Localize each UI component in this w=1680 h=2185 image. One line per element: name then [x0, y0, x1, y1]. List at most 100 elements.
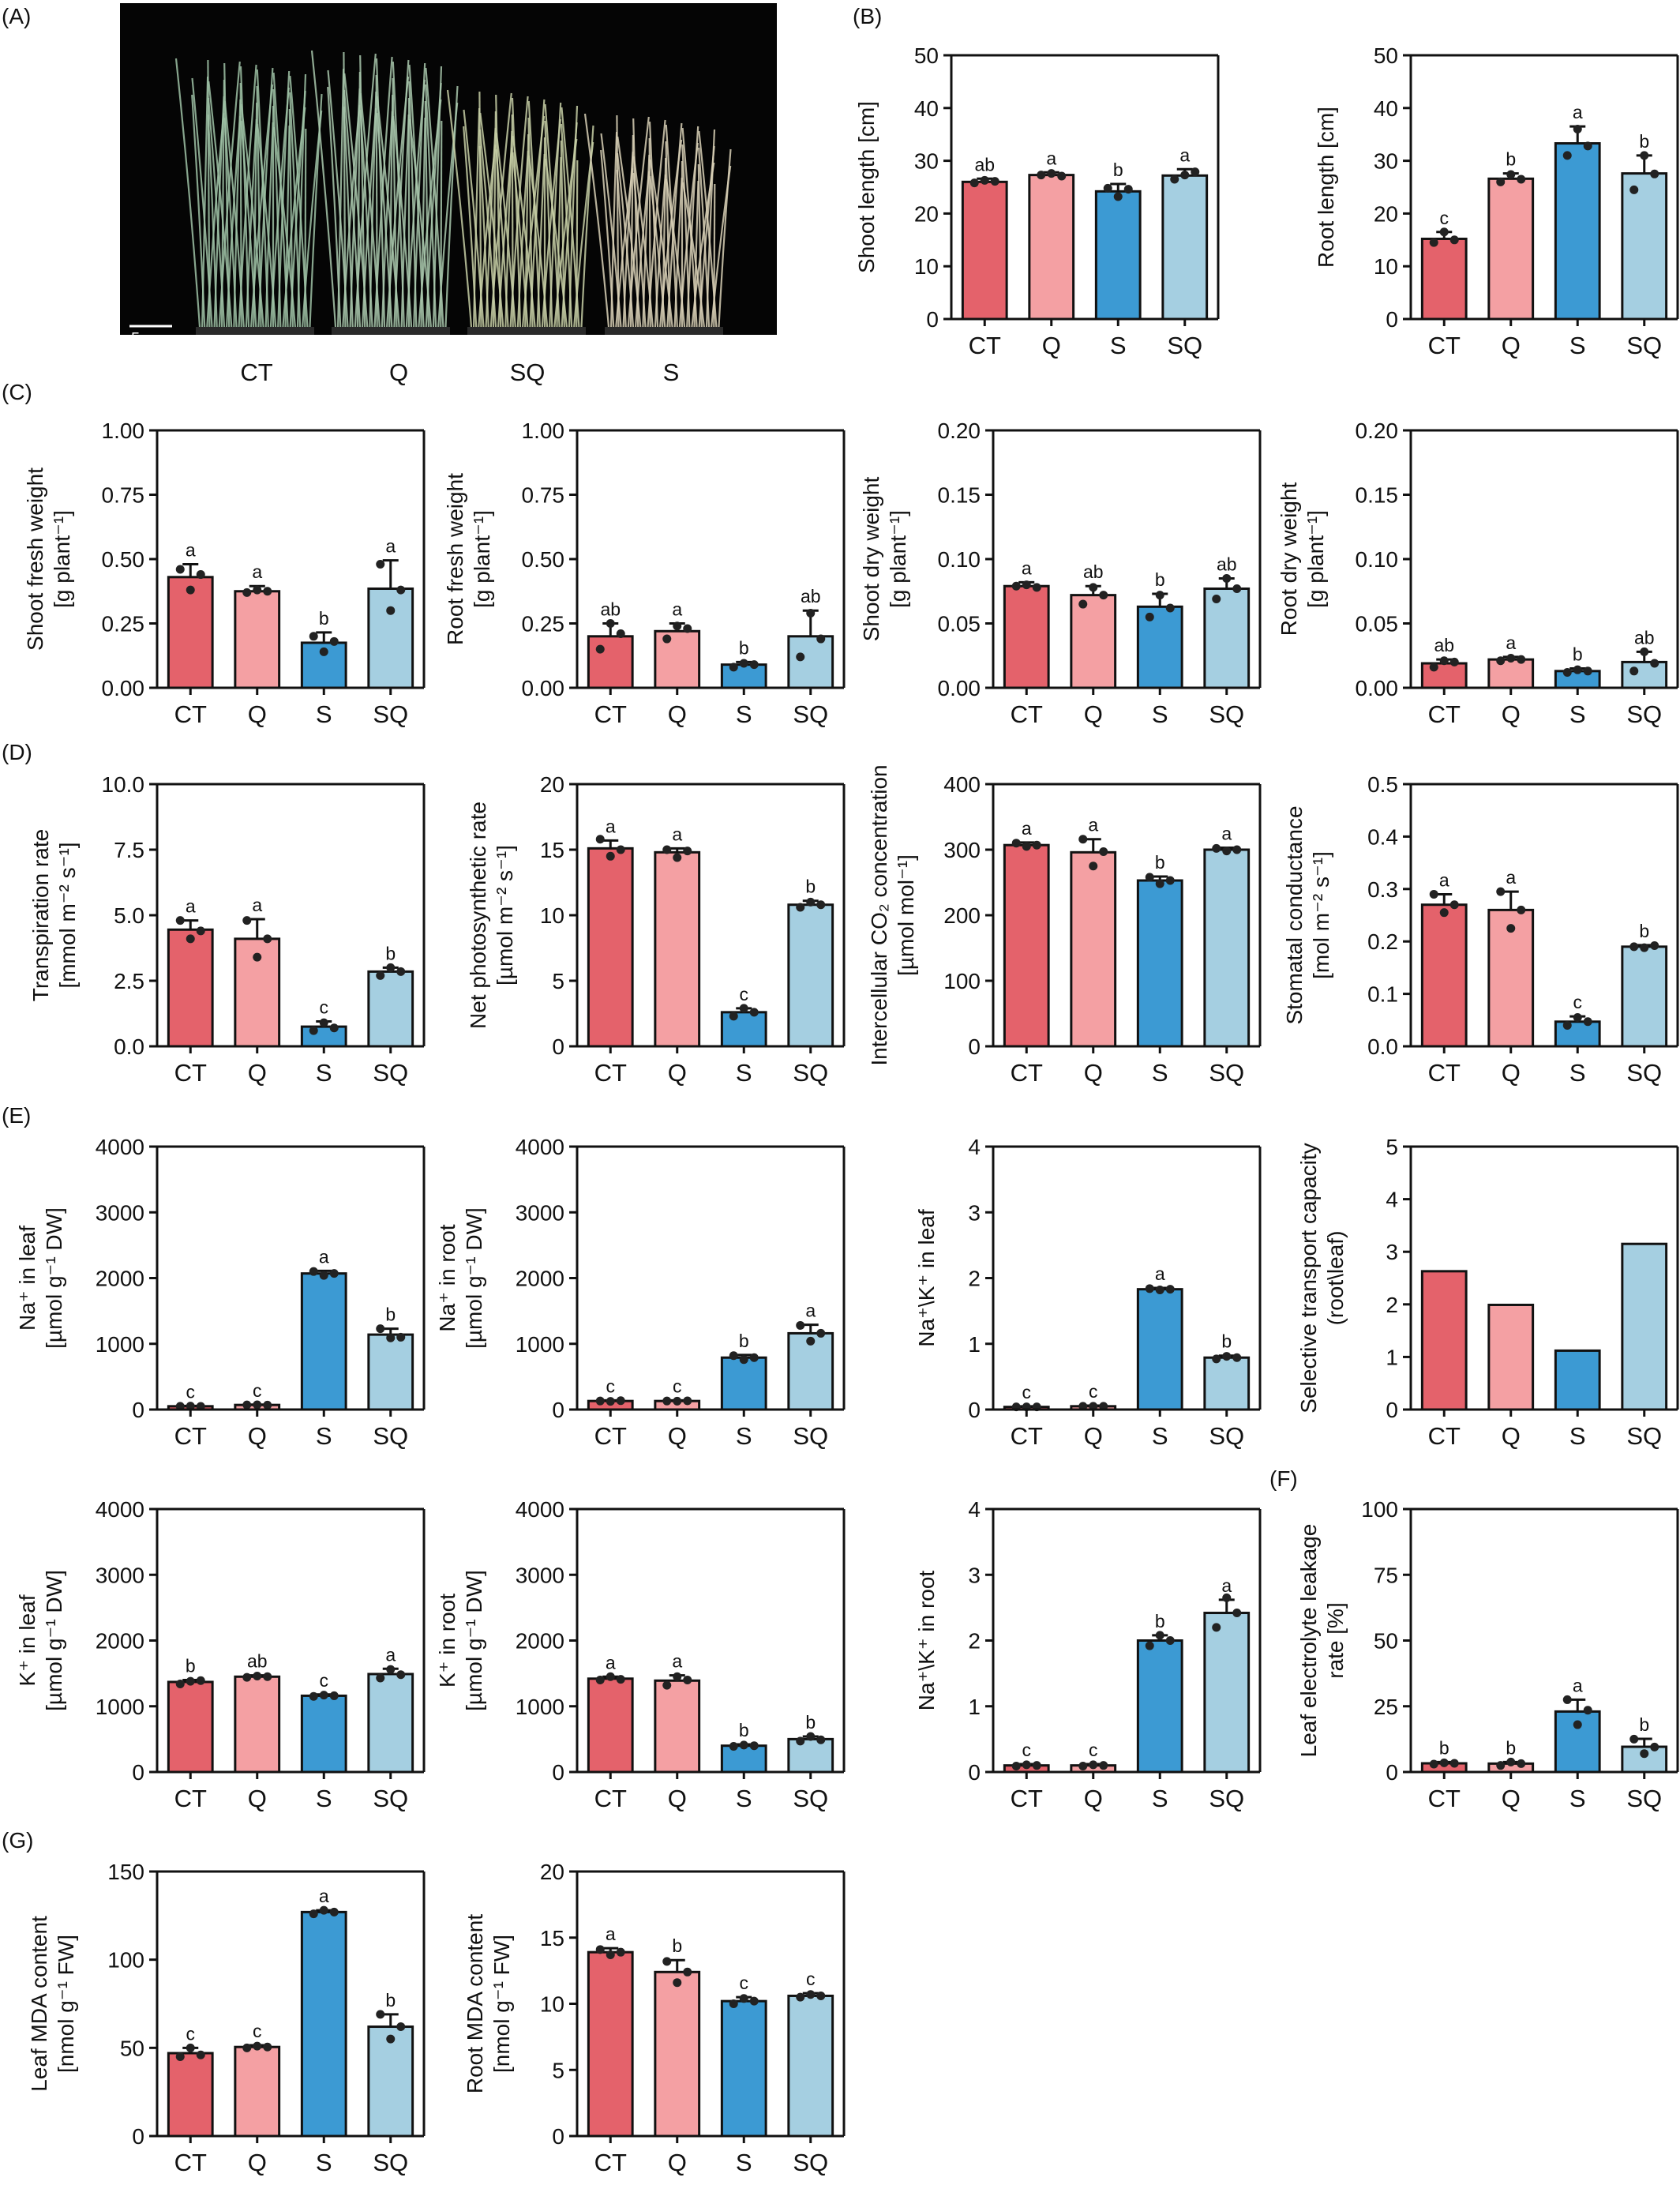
x-tick-label-shoot-fresh-weight-sq: SQ — [373, 700, 408, 728]
y-tick-label-root-dry-weight: 0.05 — [1356, 612, 1399, 636]
y-tick-label-intercellular-co2: 400 — [943, 772, 981, 797]
y-tick-label-leaf-mda-content: 50 — [120, 2036, 144, 2060]
bar-shoot-length-sq — [1161, 174, 1209, 321]
bar-root-fresh-weight-ct — [587, 635, 634, 689]
significance-letter-root-length-ct: c — [1440, 208, 1449, 228]
y-tick-label-shoot-fresh-weight: 0.00 — [102, 676, 145, 700]
significance-letter-intercellular-co2-ct: a — [1022, 818, 1032, 839]
y-tick-label-leaf-electrolyte-leakage: 75 — [1374, 1563, 1398, 1587]
data-point-root-length-ct — [1429, 238, 1438, 247]
data-point-na-k-in-root-q — [1078, 1762, 1088, 1771]
y-axis-label-shoot-dry-weight: [g plant⁻¹] — [886, 510, 910, 608]
x-tick-label-na-k-in-leaf-s: S — [1152, 1422, 1168, 1450]
y-axis-label-shoot-dry-weight: Shoot dry weight — [859, 477, 883, 642]
significance-letter-leaf-electrolyte-leakage-sq: b — [1639, 1714, 1649, 1735]
plant-blade — [343, 89, 362, 328]
data-point-stomatal-conductance-s — [1573, 1012, 1582, 1022]
significance-letter-net-photosynthetic-rate-ct: a — [606, 816, 616, 836]
x-tick-label-root-fresh-weight-q: Q — [668, 700, 687, 728]
data-point-na-k-in-root-s — [1145, 1641, 1154, 1650]
bar-net-photosynthetic-rate-s — [720, 1011, 767, 1048]
significance-letter-transpiration-rate-ct: a — [186, 896, 196, 917]
y-tick-label-shoot-dry-weight: 0.05 — [938, 612, 981, 636]
y-tick-label-net-photosynthetic-rate: 5 — [552, 969, 564, 993]
data-point-intercellular-co2-q — [1078, 835, 1088, 844]
y-tick-label-na-k-in-leaf: 3 — [968, 1200, 981, 1225]
plant-blade — [527, 100, 541, 328]
chart-selective-transport-capacity: CT Q S SQ 0 1 2 3 4 5 Selective transport capacity… — [1296, 1135, 1679, 1450]
data-point-leaf-mda-content-sq — [396, 2022, 406, 2032]
data-point-k-in-leaf-ct — [175, 1679, 185, 1688]
y-tick-label-selective-transport-capacity: 2 — [1386, 1293, 1398, 1317]
x-tick-label-k-in-root-sq: SQ — [793, 1785, 828, 1812]
y-tick-label-shoot-dry-weight: 0.15 — [938, 483, 981, 508]
significance-letter-k-in-leaf-ct: b — [186, 1655, 196, 1676]
data-point-leaf-mda-content-s — [329, 1907, 339, 1917]
bar-stomatal-conductance-q — [1487, 908, 1535, 1048]
data-point-root-dry-weight-ct — [1429, 663, 1438, 672]
y-axis-label-k-in-leaf: [µmol g⁻¹ DW] — [42, 1570, 66, 1711]
y-tick-label-shoot-fresh-weight: 0.75 — [102, 483, 145, 508]
x-tick-label-na-k-in-root-q: Q — [1084, 1785, 1103, 1812]
x-tick-label-shoot-length-s: S — [1110, 332, 1127, 359]
bar-shoot-dry-weight-sq — [1203, 587, 1251, 689]
y-tick-label-shoot-length: 0 — [926, 307, 939, 332]
significance-letter-stomatal-conductance-ct: a — [1439, 869, 1449, 890]
bar-intercellular-co2-sq — [1203, 848, 1251, 1048]
significance-letter-na-in-leaf-ct: c — [186, 1381, 196, 1402]
y-axis-label-stomatal-conductance: Stomatal conductance — [1282, 805, 1307, 1024]
chart-k-in-root: a CT a Qb Sb SQ 0 1000 2000 3000 4000 K⁺ in root [µm… — [435, 1497, 846, 1812]
y-axis-label-net-photosynthetic-rate: [µmol m⁻² s⁻¹] — [493, 845, 517, 986]
chart-transpiration-rate: a CT a Qc Sb SQ 0.0 2.5 5.0 7.5 10.0 Transpiration … — [28, 772, 426, 1087]
bar-root-mda-content-q — [654, 1970, 701, 2138]
x-tick-label-intercellular-co2-q: Q — [1084, 1059, 1103, 1087]
data-point-root-fresh-weight-q — [662, 634, 672, 644]
significance-letter-net-photosynthetic-rate-q: a — [672, 824, 682, 844]
x-tick-label-root-mda-content-s: S — [736, 2149, 752, 2176]
x-tick-label-na-k-in-leaf-sq: SQ — [1209, 1422, 1244, 1450]
data-point-leaf-mda-content-q — [263, 2042, 272, 2052]
y-axis-label-na-in-root: [µmol g⁻¹ DW] — [462, 1207, 486, 1349]
data-point-leaf-electrolyte-leakage-s — [1562, 1695, 1572, 1704]
bar-stomatal-conductance-ct — [1420, 903, 1468, 1048]
data-point-stomatal-conductance-sq — [1629, 942, 1639, 952]
plant-blade — [463, 126, 478, 328]
y-tick-label-na-k-in-leaf: 4 — [968, 1135, 981, 1159]
data-point-net-photosynthetic-rate-q — [683, 847, 692, 856]
bar-k-in-leaf-s — [300, 1694, 347, 1774]
bar-shoot-length-ct — [961, 180, 1008, 321]
data-point-na-in-root-s — [749, 1353, 759, 1362]
data-point-k-in-leaf-s — [319, 1691, 328, 1700]
significance-letter-intercellular-co2-sq: a — [1221, 824, 1232, 844]
y-tick-label-transpiration-rate: 0.0 — [114, 1034, 144, 1059]
y-axis-label-k-in-root: K⁺ in root — [435, 1594, 459, 1688]
data-point-root-mda-content-sq — [806, 1990, 816, 1999]
significance-letter-root-fresh-weight-sq: ab — [801, 586, 821, 606]
data-point-net-photosynthetic-rate-s — [749, 1008, 759, 1017]
data-point-k-in-root-q — [673, 1672, 682, 1681]
significance-letter-leaf-mda-content-q: c — [253, 2021, 262, 2041]
data-point-shoot-length-q — [1037, 171, 1046, 180]
y-tick-label-intercellular-co2: 200 — [943, 903, 981, 928]
data-point-k-in-leaf-sq — [396, 1670, 406, 1680]
plant-blade — [617, 136, 642, 328]
data-point-root-fresh-weight-s — [739, 659, 748, 668]
data-point-net-photosynthetic-rate-ct — [616, 845, 625, 854]
x-tick-label-k-in-root-s: S — [736, 1785, 752, 1812]
y-axis-label-leaf-mda-content: Leaf MDA content — [27, 1916, 51, 2092]
data-point-root-mda-content-q — [683, 1967, 692, 1977]
bar-transpiration-rate-sq — [367, 970, 414, 1048]
x-tick-label-na-in-root-q: Q — [668, 1422, 687, 1450]
bar-na-k-in-root-sq — [1203, 1612, 1251, 1774]
scale-bar-label: 5 cm — [131, 330, 165, 347]
data-point-na-k-in-leaf-sq — [1222, 1352, 1232, 1361]
bar-root-length-s — [1554, 142, 1601, 321]
bar-root-length-q — [1487, 177, 1535, 321]
plant-blade — [616, 169, 627, 328]
x-tick-label-root-fresh-weight-sq: SQ — [793, 700, 828, 728]
plant-blade — [561, 123, 573, 328]
data-point-leaf-mda-content-q — [253, 2041, 262, 2051]
plant-blade — [556, 156, 562, 328]
data-point-root-mda-content-sq — [796, 1992, 805, 2002]
